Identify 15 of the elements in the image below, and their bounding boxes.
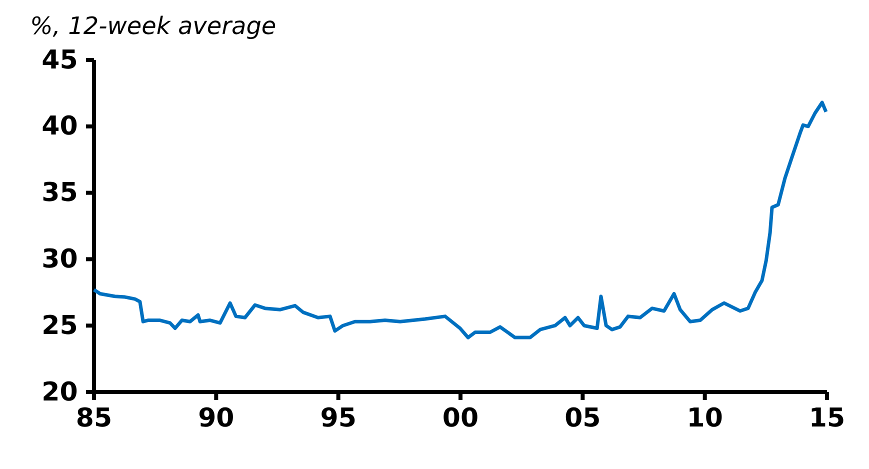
y-tick-label: 45 <box>42 45 78 76</box>
y-tick-label: 30 <box>42 244 78 275</box>
y-tick-label: 35 <box>42 178 78 208</box>
y-tick-label: 40 <box>42 112 78 142</box>
y-tick-label: 25 <box>42 310 78 341</box>
x-tick-label: 95 <box>320 403 356 434</box>
x-tick-label: 90 <box>198 403 234 434</box>
x-tick-label: 00 <box>442 403 479 434</box>
x-tick-label: 10 <box>686 403 723 434</box>
line-series <box>92 100 828 340</box>
x-tick-label: 05 <box>564 403 601 434</box>
y-tick-label: 20 <box>42 377 78 408</box>
chart-title: %, 12-week average <box>30 12 276 40</box>
x-tick-label: 85 <box>76 403 112 434</box>
x-tick-label: 15 <box>808 403 846 434</box>
